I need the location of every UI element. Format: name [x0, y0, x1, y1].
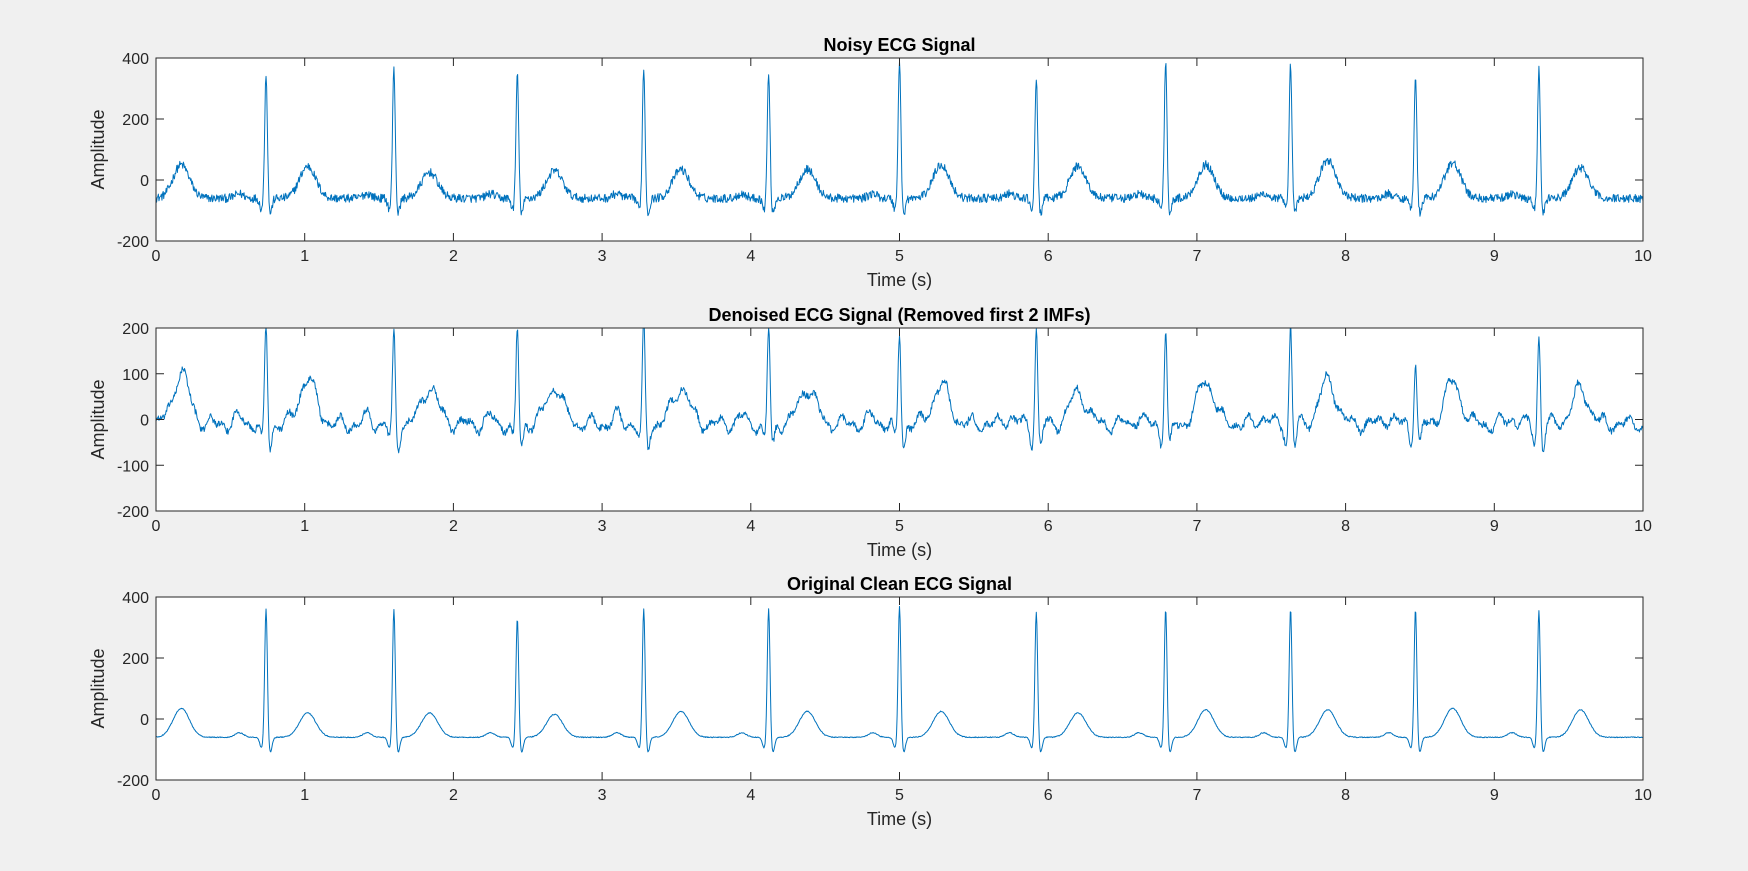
chart-title-2: Denoised ECG Signal (Removed first 2 IMF…	[708, 305, 1090, 325]
chart-title-3: Original Clean ECG Signal	[787, 574, 1012, 594]
y-axis-label-1: Amplitude	[88, 109, 108, 189]
x-tick-label: 0	[152, 248, 161, 265]
x-tick-label: 4	[746, 518, 755, 535]
x-tick-label: 7	[1192, 518, 1201, 535]
x-tick-label: 8	[1341, 518, 1350, 535]
y-tick-label: -200	[117, 504, 149, 521]
x-tick-label: 9	[1490, 518, 1499, 535]
x-tick-label: 2	[449, 518, 458, 535]
x-tick-label: 6	[1044, 787, 1053, 804]
x-tick-label: 8	[1341, 248, 1350, 265]
plot-area-3	[156, 597, 1643, 780]
ecg-series-line-3	[155, 605, 1644, 753]
x-tick-label: 2	[449, 248, 458, 265]
x-tick-label: 6	[1044, 248, 1053, 265]
y-tick-label: 200	[122, 112, 149, 129]
x-tick-label: 2	[449, 787, 458, 804]
chart-title-1: Noisy ECG Signal	[823, 35, 975, 55]
x-tick-label: 6	[1044, 518, 1053, 535]
x-tick-label: 10	[1634, 248, 1652, 265]
y-tick-label: 0	[140, 712, 149, 729]
x-tick-label: 9	[1490, 248, 1499, 265]
x-tick-label: 8	[1341, 787, 1350, 804]
x-tick-label: 3	[598, 518, 607, 535]
x-tick-label: 5	[895, 248, 904, 265]
y-axis-label-2: Amplitude	[88, 379, 108, 459]
x-tick-label: 1	[300, 518, 309, 535]
x-tick-label: 7	[1192, 787, 1201, 804]
x-tick-label: 9	[1490, 787, 1499, 804]
y-tick-label: -200	[117, 234, 149, 251]
x-axis-label-2: Time (s)	[867, 540, 932, 560]
y-axis-label-3: Amplitude	[88, 648, 108, 728]
y-tick-label: 100	[122, 367, 149, 384]
y-tick-label: 400	[122, 590, 149, 607]
y-tick-label: -200	[117, 773, 149, 790]
y-tick-label: 400	[122, 51, 149, 68]
x-tick-label: 3	[598, 248, 607, 265]
x-tick-label: 0	[152, 787, 161, 804]
x-tick-label: 1	[300, 248, 309, 265]
y-tick-label: 200	[122, 321, 149, 338]
x-tick-label: 5	[895, 518, 904, 535]
x-tick-label: 5	[895, 787, 904, 804]
x-axis-label-1: Time (s)	[867, 270, 932, 290]
y-tick-label: 0	[140, 173, 149, 190]
y-tick-label: 200	[122, 651, 149, 668]
x-tick-label: 3	[598, 787, 607, 804]
x-tick-label: 1	[300, 787, 309, 804]
x-tick-label: 4	[746, 248, 755, 265]
plot-area-1	[156, 58, 1643, 241]
x-axis-label-3: Time (s)	[867, 809, 932, 829]
x-tick-label: 10	[1634, 518, 1652, 535]
x-tick-label: 7	[1192, 248, 1201, 265]
x-tick-label: 4	[746, 787, 755, 804]
x-tick-label: 0	[152, 518, 161, 535]
x-tick-label: 10	[1634, 787, 1652, 804]
y-tick-label: -100	[117, 458, 149, 475]
plot-area-2	[156, 328, 1643, 511]
y-tick-label: 0	[140, 413, 149, 430]
